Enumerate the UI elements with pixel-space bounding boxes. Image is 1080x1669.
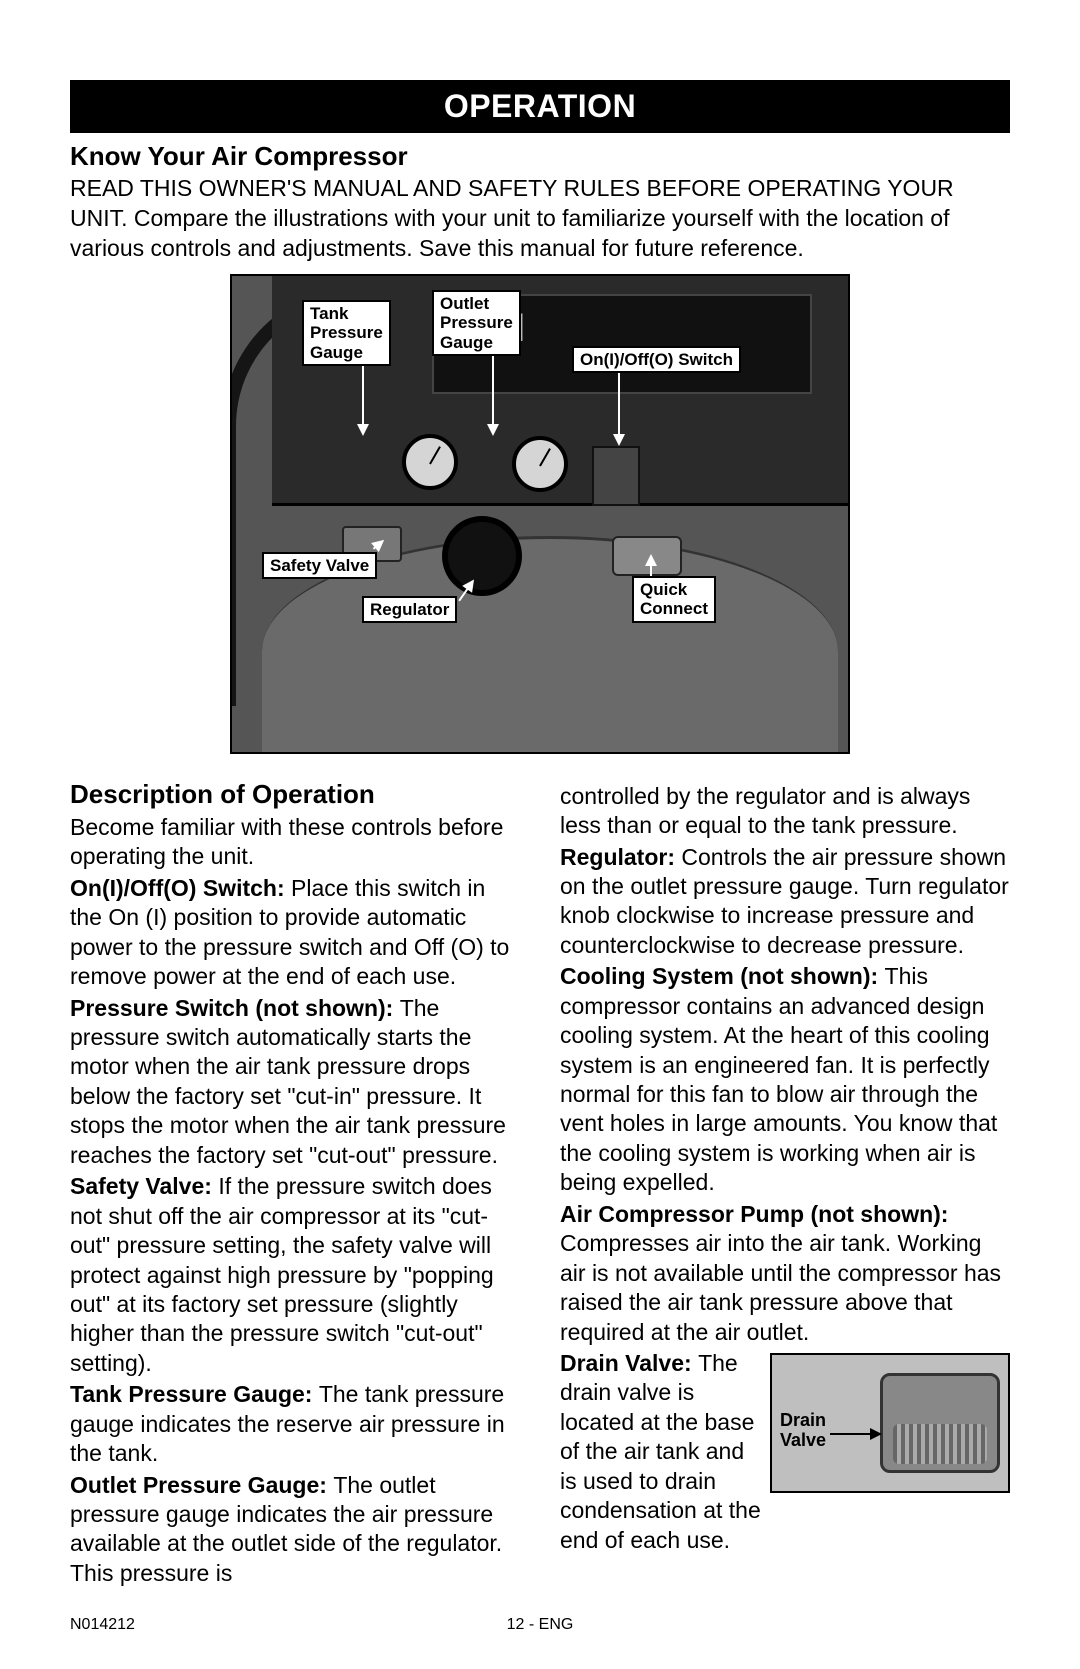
intro-heading: Know Your Air Compressor	[70, 141, 1010, 172]
item-safety-valve: Safety Valve: If the pressure switch doe…	[70, 1172, 520, 1378]
arrow-icon	[362, 366, 364, 434]
arrow-icon	[618, 372, 620, 444]
arrow-icon	[650, 556, 652, 576]
regulator-knob-icon	[442, 516, 522, 596]
right-column: controlled by the regulator and is alway…	[560, 772, 1010, 1591]
label-regulator: Regulator	[362, 596, 457, 624]
intro-body: READ THIS OWNER'S MANUAL AND SAFETY RULE…	[70, 174, 1010, 264]
label-on-off-switch: On(I)/Off(O) Switch	[572, 346, 741, 374]
term-text: This compressor contains an advanced des…	[560, 963, 997, 1195]
term: Air Compressor Pump (not shown):	[560, 1201, 948, 1227]
term: Regulator:	[560, 844, 681, 870]
drain-valve-figure: Drain Valve	[770, 1353, 1010, 1493]
item-drain-valve: Drain Valve: Drain Valve The drain valve…	[560, 1349, 1010, 1555]
doc-number: N014212	[70, 1616, 135, 1634]
term: Safety Valve:	[70, 1173, 218, 1199]
item-pump: Air Compressor Pump (not shown): Compres…	[560, 1200, 1010, 1347]
term-text: Compresses air into the air tank. Workin…	[560, 1230, 1001, 1344]
term-text: If the pressure switch does not shut off…	[70, 1173, 494, 1376]
footer-spacer	[1006, 1616, 1010, 1634]
arrow-icon	[492, 356, 494, 434]
drain-knob-icon	[880, 1373, 1000, 1473]
item-tank-gauge: Tank Pressure Gauge: The tank pressure g…	[70, 1380, 520, 1468]
drain-valve-text: The drain valve is located at the base o…	[560, 1350, 761, 1553]
term: On(I)/Off(O) Switch:	[70, 875, 291, 901]
description-lead: Become familiar with these controls befo…	[70, 813, 520, 872]
label-outlet-pressure-gauge: Outlet Pressure Gauge	[432, 290, 521, 357]
switch-icon	[592, 446, 640, 506]
drain-figure-label: Drain Valve	[780, 1411, 826, 1451]
item-regulator: Regulator: Controls the air pressure sho…	[560, 843, 1010, 961]
term: Pressure Switch (not shown):	[70, 995, 400, 1021]
footer: N014212 12 - ENG	[70, 1616, 1010, 1634]
page-number: 12 - ENG	[507, 1616, 574, 1634]
term: Outlet Pressure Gauge:	[70, 1472, 333, 1498]
item-pressure-switch: Pressure Switch (not shown): The pressur…	[70, 994, 520, 1171]
diagram-container: 1 SI Tank Pressure Gauge Outlet Pressure…	[70, 274, 1010, 754]
outlet-gauge-icon	[512, 436, 568, 492]
term: Tank Pressure Gauge:	[70, 1381, 319, 1407]
arrow-icon	[830, 1433, 880, 1435]
term: Cooling System (not shown):	[560, 963, 885, 989]
label-tank-pressure-gauge: Tank Pressure Gauge	[302, 300, 391, 367]
section-header: OPERATION	[70, 80, 1010, 133]
item-on-off: On(I)/Off(O) Switch: Place this switch i…	[70, 874, 520, 992]
description-heading: Description of Operation	[70, 778, 520, 811]
arrow-icon	[373, 540, 383, 549]
term: Drain Valve:	[560, 1350, 692, 1376]
item-cooling: Cooling System (not shown): This compres…	[560, 962, 1010, 1198]
col2-lead: controlled by the regulator and is alway…	[560, 782, 1010, 841]
item-outlet-gauge: Outlet Pressure Gauge: The outlet pressu…	[70, 1471, 520, 1589]
label-safety-valve: Safety Valve	[262, 552, 377, 580]
compressor-diagram: 1 SI Tank Pressure Gauge Outlet Pressure…	[230, 274, 850, 754]
two-column-body: Description of Operation Become familiar…	[70, 772, 1010, 1591]
left-column: Description of Operation Become familiar…	[70, 772, 520, 1591]
tank-gauge-icon	[402, 434, 458, 490]
label-quick-connect: Quick Connect	[632, 576, 716, 623]
